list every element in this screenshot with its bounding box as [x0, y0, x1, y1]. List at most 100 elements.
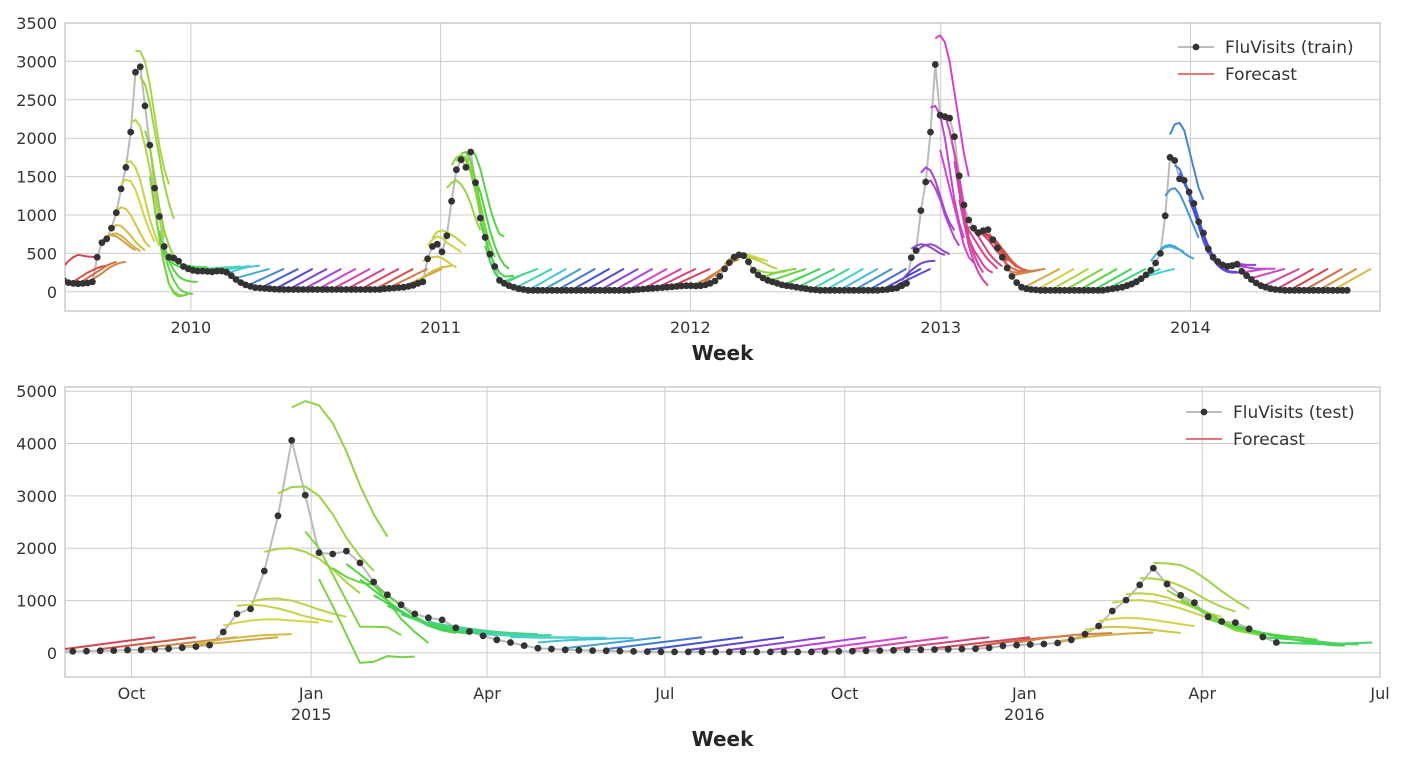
observed-point: [288, 437, 296, 444]
observed-point: [931, 61, 939, 68]
forecast-line: [743, 255, 778, 270]
observed-point: [1343, 286, 1351, 294]
observed-point: [563, 286, 570, 294]
observed-point: [479, 632, 487, 640]
observed-point: [780, 648, 788, 656]
forecast-line: [772, 267, 807, 282]
observed-point: [1339, 286, 1346, 294]
observed-point: [122, 164, 130, 171]
observed-point: [684, 648, 692, 656]
observed-point: [192, 643, 200, 650]
observed-point: [1204, 613, 1212, 621]
observed-point: [808, 648, 815, 656]
forecast-line: [872, 267, 907, 289]
observed-point: [74, 280, 82, 288]
x-tick-label: Oct: [831, 684, 859, 703]
forecast-line: [858, 267, 893, 289]
observed-point: [1238, 268, 1246, 275]
observed-point: [165, 645, 173, 653]
forecast-line: [920, 166, 956, 231]
forecast-line: [82, 260, 117, 282]
observed-point: [507, 639, 514, 646]
observed-point: [137, 646, 145, 654]
observed-point: [223, 268, 230, 276]
observed-point: [1070, 286, 1078, 294]
observed-point: [543, 286, 551, 294]
forecast-line: [546, 267, 582, 289]
x-tick-label: 2014: [1170, 318, 1211, 337]
observed-point: [1291, 286, 1298, 294]
y-tick-label: 0: [47, 644, 57, 663]
x-tick-label: Jan: [298, 684, 324, 703]
observed-point: [227, 272, 235, 280]
observed-point: [151, 645, 159, 653]
observed-point: [534, 644, 542, 652]
observed-point: [582, 286, 590, 294]
observed-point: [711, 277, 719, 285]
forecast-line: [1054, 267, 1089, 289]
forecast-line: [934, 34, 970, 177]
observed-point: [1171, 157, 1179, 164]
forecast-line: [915, 243, 951, 256]
forecast-line: [106, 232, 141, 252]
observed-point: [1056, 286, 1064, 294]
forecast-line: [910, 243, 946, 256]
observed-point: [285, 286, 293, 293]
x-tick-label: Oct: [118, 684, 146, 703]
observed-point: [96, 647, 104, 655]
observed-point: [944, 645, 952, 653]
observed-point: [876, 647, 884, 654]
observed-point: [1081, 630, 1089, 638]
y-tick-label: 3500: [16, 14, 57, 33]
observed-point: [999, 642, 1007, 650]
observed-point: [1037, 286, 1044, 294]
forecast-line: [537, 637, 634, 644]
forecast-line: [321, 267, 357, 288]
observed-point: [970, 224, 977, 232]
forecast-line: [277, 485, 375, 572]
observed-point: [275, 285, 283, 293]
observed-point: [466, 628, 473, 635]
observed-point: [845, 286, 853, 294]
forecast-line: [426, 235, 462, 253]
observed-point: [749, 266, 757, 274]
observed-point: [692, 282, 700, 290]
forecast-line: [815, 267, 850, 289]
observed-point: [366, 286, 374, 293]
observed-point: [931, 646, 938, 653]
observed-point: [425, 614, 432, 622]
observed-point: [411, 610, 419, 618]
forecast-line: [647, 636, 744, 651]
observed-point: [657, 648, 665, 656]
observed-point: [620, 286, 628, 294]
forecast-line: [226, 264, 261, 274]
forecast-line: [786, 267, 821, 285]
observed-point: [493, 636, 501, 644]
observed-point: [1046, 286, 1054, 294]
observed-point: [1013, 641, 1020, 649]
observed-point: [1209, 253, 1217, 261]
observed-point: [739, 648, 747, 656]
observed-point: [922, 178, 930, 186]
forecast-line: [575, 267, 611, 289]
observed-point: [175, 257, 183, 265]
observed-point: [486, 250, 494, 258]
forecast-line: [163, 249, 198, 283]
x-axis-label: Week: [692, 727, 754, 751]
forecast-line: [518, 267, 553, 288]
forecast-line: [661, 267, 697, 287]
observed-point: [998, 253, 1006, 261]
observed-point: [767, 648, 774, 656]
observed-point: [596, 286, 604, 294]
observed-point: [821, 286, 829, 294]
observed-point: [890, 646, 897, 654]
observed-point: [112, 209, 120, 217]
forecast-line: [1112, 267, 1147, 288]
observed-point: [315, 549, 323, 557]
observed-point: [561, 646, 569, 654]
observed-point: [994, 244, 1001, 252]
legend-observed-label: FluVisits (test): [1233, 403, 1355, 423]
forecast-line: [510, 636, 607, 639]
observed-point: [338, 286, 345, 293]
forecast-line: [930, 104, 965, 239]
